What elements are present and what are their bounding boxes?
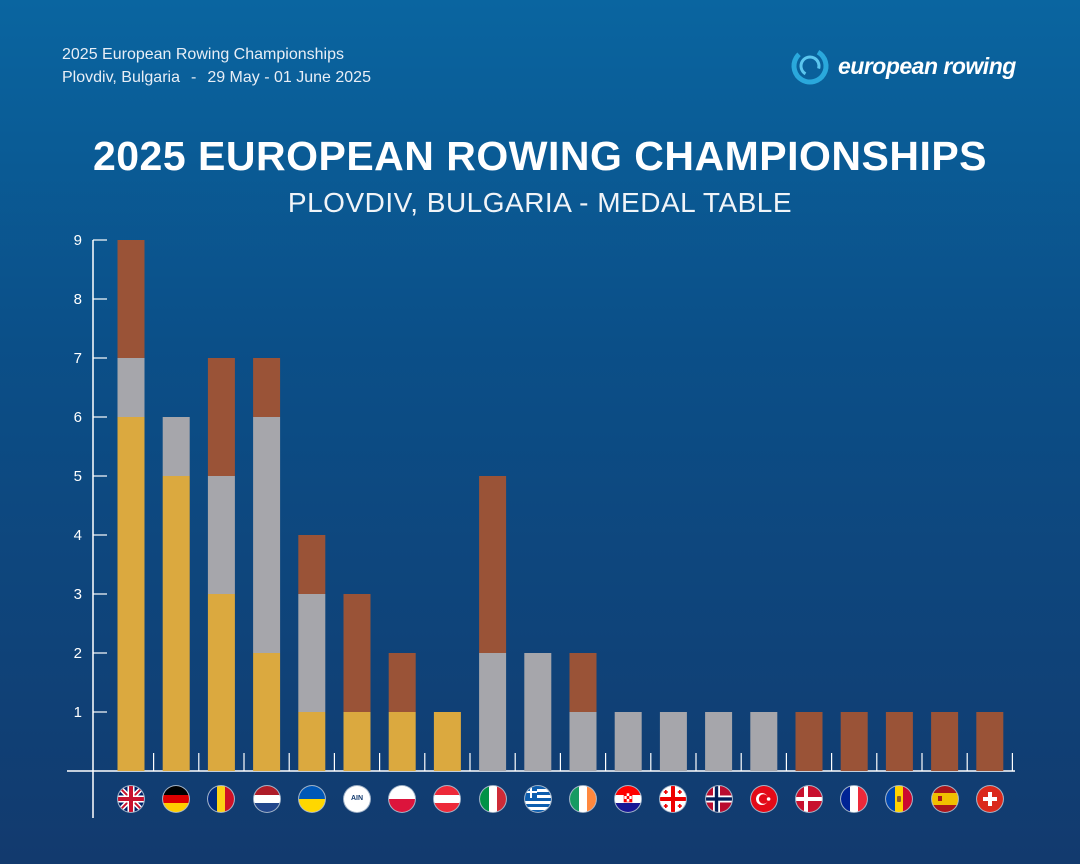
bar-ITA-silver xyxy=(479,653,507,771)
bar-FRA-bronze xyxy=(840,712,868,771)
bar-GBR-bronze xyxy=(117,240,145,358)
denmark-flag-icon xyxy=(796,786,822,812)
event-separator: - xyxy=(190,69,197,86)
bar-IRL-silver xyxy=(569,712,597,771)
netherlands-flag-icon xyxy=(253,786,280,812)
bar-DEN-bronze xyxy=(795,712,823,771)
y-tick-label-2: 2 xyxy=(74,645,82,662)
bar-ROU-bronze xyxy=(207,358,235,476)
event-dates: 29 May - 01 June 2025 xyxy=(207,69,371,86)
y-tick-label-4: 4 xyxy=(74,527,82,544)
y-tick-label-6: 6 xyxy=(74,409,82,426)
moldova-flag-icon xyxy=(886,786,913,812)
croatia-flag-icon xyxy=(615,786,642,812)
european-rowing-logo: european rowing xyxy=(788,44,1016,88)
chart-title: 2025 EUROPEAN ROWING CHAMPIONSHIPS xyxy=(92,133,988,179)
bar-UKR-gold xyxy=(298,712,326,771)
bar-ESP-bronze xyxy=(931,712,959,771)
germany-flag-icon xyxy=(163,786,190,812)
rowing-ring-icon xyxy=(791,47,829,85)
bar-ROU-gold xyxy=(207,594,235,771)
bar-GRE-silver xyxy=(524,653,552,771)
ireland-flag-icon xyxy=(570,786,596,812)
norway-flag-icon xyxy=(705,786,732,812)
bar-GER-gold xyxy=(162,476,190,771)
bar-NOR-silver xyxy=(705,712,733,771)
poland-flag-icon xyxy=(389,786,416,812)
spain-flag-icon xyxy=(931,786,958,812)
y-tick-label-1: 1 xyxy=(74,704,82,721)
event-location-dates: Plovdiv, Bulgaria -29 May - 01 June 2025 xyxy=(62,66,371,89)
bar-NED-bronze xyxy=(253,358,281,417)
ukraine-flag-icon xyxy=(298,786,325,812)
bar-GEO-silver xyxy=(659,712,687,771)
bar-GER-silver xyxy=(162,417,190,476)
bar-GBR-gold xyxy=(117,417,145,771)
bar-AIN-gold xyxy=(343,712,371,771)
uk-flag-icon xyxy=(118,786,144,812)
italy-flag-icon xyxy=(479,786,506,812)
bar-GBR-silver xyxy=(117,358,145,417)
bar-POL-gold xyxy=(388,712,416,771)
y-tick-label-8: 8 xyxy=(74,291,82,308)
y-tick-label-9: 9 xyxy=(74,232,82,249)
greece-flag-icon xyxy=(524,786,551,812)
y-tick-label-5: 5 xyxy=(74,468,82,485)
ain-badge-label: AIN xyxy=(350,795,364,802)
bar-ROU-silver xyxy=(207,476,235,594)
austria-flag-icon xyxy=(434,786,461,812)
chart-subtitle: PLOVDIV, BULGARIA - MEDAL TABLE xyxy=(287,187,793,218)
romania-flag-icon xyxy=(208,786,235,812)
bar-AUT-gold xyxy=(433,712,461,771)
ain-badge-icon: AIN xyxy=(344,786,370,812)
bar-NED-silver xyxy=(253,417,281,653)
y-tick-label-3: 3 xyxy=(74,586,82,603)
event-info: 2025 European Rowing Championships Plovd… xyxy=(62,43,371,89)
bar-TUR-silver xyxy=(750,712,778,771)
switzerland-flag-icon xyxy=(976,786,1003,812)
y-tick-label-7: 7 xyxy=(74,350,82,367)
logo-wordmark: european rowing xyxy=(838,52,1016,79)
bar-IRL-bronze xyxy=(569,653,597,712)
bar-NED-gold xyxy=(253,653,281,771)
event-location: Plovdiv, Bulgaria xyxy=(62,69,180,86)
bar-CRO-silver xyxy=(614,712,642,771)
bar-UKR-bronze xyxy=(298,535,326,594)
georgia-flag-icon xyxy=(660,786,687,812)
event-name: 2025 European Rowing Championships xyxy=(62,46,344,63)
bar-POL-bronze xyxy=(388,653,416,712)
bar-ITA-bronze xyxy=(479,476,507,653)
turkey-flag-icon xyxy=(750,786,777,812)
bar-SUI-bronze xyxy=(976,712,1004,771)
bar-UKR-silver xyxy=(298,594,326,712)
bar-AIN-bronze xyxy=(343,594,371,712)
france-flag-icon xyxy=(841,786,868,812)
bar-MDA-bronze xyxy=(885,712,913,771)
